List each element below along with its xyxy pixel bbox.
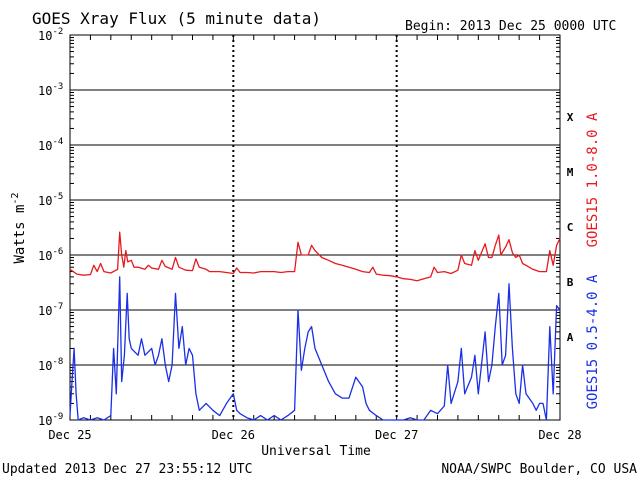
x-tick-label: Dec 27	[375, 428, 418, 442]
x-tick-label: Dec 28	[538, 428, 581, 442]
y-tick-label: 10-2	[38, 27, 63, 43]
flare-class-label: C	[567, 221, 574, 234]
x-tick-label: Dec 26	[212, 428, 255, 442]
x-tick-label: Dec 25	[48, 428, 91, 442]
y-axis-label: Watts m-2	[10, 192, 28, 263]
y-tick-label: 10-9	[38, 412, 63, 428]
y-tick-label: 10-8	[38, 357, 63, 373]
y-tick-label: 10-3	[38, 82, 63, 98]
flare-class-label: M	[567, 166, 574, 179]
series-line-2	[69, 276, 561, 421]
flare-class-label: X	[567, 111, 574, 124]
footer-credit: NOAA/SWPC Boulder, CO USA	[441, 462, 637, 477]
begin-label: Begin: 2013 Dec 25 0000 UTC	[405, 19, 616, 34]
series-line-1	[69, 231, 561, 282]
footer-updated: Updated 2013 Dec 27 23:55:12 UTC	[2, 462, 252, 477]
y-tick-label: 10-4	[38, 137, 63, 153]
y-tick-label: 10-5	[38, 192, 63, 208]
series-legend-label-2: GOES15 0.5-4.0 A	[585, 274, 601, 409]
y-tick-label: 10-6	[38, 247, 63, 263]
series-legend-label-1: GOES15 1.0-8.0 A	[585, 112, 601, 247]
plot-frame	[69, 34, 561, 421]
y-tick-label: 10-7	[38, 302, 63, 318]
chart-title: GOES Xray Flux (5 minute data)	[32, 9, 321, 28]
flare-class-label: A	[567, 331, 574, 344]
x-axis-label: Universal Time	[261, 444, 371, 459]
flare-class-label: B	[567, 276, 574, 289]
